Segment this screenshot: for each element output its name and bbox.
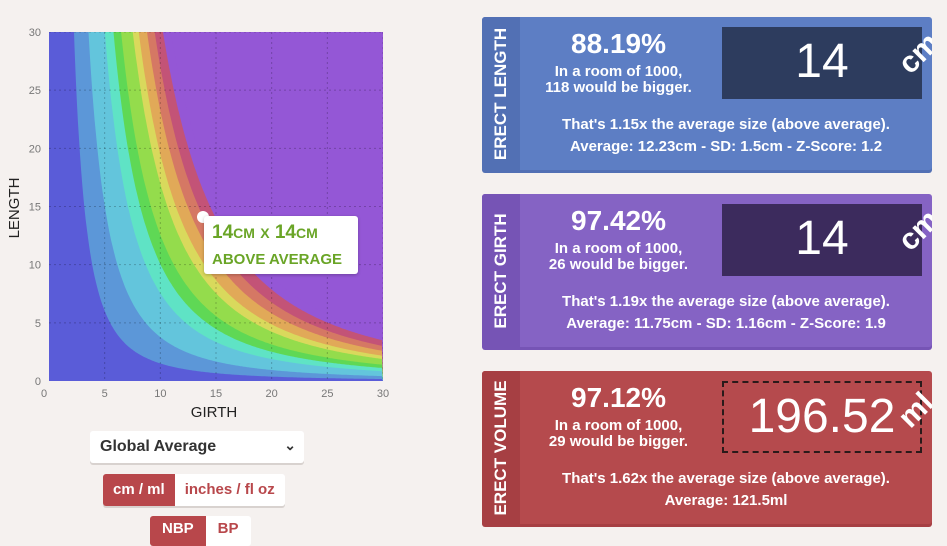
x-tick-label: 10 — [154, 388, 166, 400]
girth-card: ERECT GIRTH 97.42% In a room of 1000, 26 … — [482, 194, 932, 347]
y-tick-label: 25 — [29, 85, 41, 97]
y-tick-label: 30 — [29, 27, 41, 39]
tooltip-dimensions: 14CM X 14CM — [212, 222, 318, 243]
x-tick-label: 15 — [210, 388, 222, 400]
population-select-value: Global Average — [100, 438, 217, 455]
y-tick-label: 5 — [35, 318, 41, 330]
percentile: 97.12% — [571, 382, 666, 413]
x-tick-label: 0 — [41, 388, 47, 400]
card-title: ERECT VOLUME — [491, 379, 510, 516]
mode-bp-button[interactable]: BP — [205, 516, 251, 546]
card-title: ERECT LENGTH — [491, 27, 510, 160]
volume-band — [49, 32, 383, 381]
value-box: 196.52 — [722, 381, 922, 453]
card-title: ERECT GIRTH — [491, 212, 510, 329]
population-select[interactable]: Global Average ⌄ — [90, 431, 304, 463]
room-text: In a room of 1000, 29 would be bigger. — [548, 417, 689, 450]
percentile: 97.42% — [571, 205, 666, 236]
card-description: That's 1.19x the average size (above ave… — [562, 293, 890, 332]
room-text: In a room of 1000, 26 would be bigger. — [548, 240, 689, 273]
value-box[interactable]: 14 — [722, 27, 922, 99]
mode-nbp-button[interactable]: NBP — [150, 516, 206, 546]
y-tick-label: 0 — [35, 376, 41, 388]
card-side: ERECT VOLUME — [482, 371, 520, 524]
unit-imperial-button[interactable]: inches / fl oz — [174, 474, 285, 506]
chevron-down-icon: ⌄ — [284, 437, 296, 453]
card-side: ERECT LENGTH — [482, 17, 520, 170]
percentile: 88.19% — [571, 28, 666, 59]
value: 196.52 — [748, 390, 896, 443]
unit-toggle: cm / ml inches / fl oz — [103, 474, 285, 506]
x-tick-label: 25 — [321, 388, 333, 400]
x-tick-label: 5 — [102, 388, 108, 400]
y-tick-label: 10 — [29, 260, 41, 272]
chart-svg[interactable]: 0 5 10 15 20 25 30 0 5 10 15 20 25 30 LENGTH GIRTH — [0, 0, 420, 430]
card-description: That's 1.15x the average size (above ave… — [562, 116, 890, 155]
length-card: ERECT LENGTH 88.19% In a room of 1000, 11… — [482, 17, 932, 170]
volume-band — [49, 32, 383, 381]
x-tick-label: 20 — [266, 388, 278, 400]
y-axis-label: LENGTH — [6, 178, 23, 239]
card-description: That's 1.62x the average size (above ave… — [562, 470, 890, 509]
y-tick-label: 15 — [29, 202, 41, 214]
value-box[interactable]: 14 — [722, 204, 922, 276]
x-axis-label: GIRTH — [191, 404, 237, 421]
size-chart[interactable]: 0 5 10 15 20 25 30 0 5 10 15 20 25 30 LENGTH GIRTH 14… — [0, 0, 420, 430]
unit-metric-button[interactable]: cm / ml — [103, 474, 175, 506]
y-tick-label: 20 — [29, 143, 41, 155]
x-tick-label: 30 — [377, 388, 389, 400]
volume-card: ERECT VOLUME 97.12% In a room of 1000, 29… — [482, 371, 932, 524]
room-text: In a room of 1000, 118 would be bigger. — [545, 63, 692, 96]
card-side: ERECT GIRTH — [482, 194, 520, 347]
value: 14 — [795, 212, 849, 265]
value: 14 — [795, 35, 849, 88]
tooltip-verdict: ABOVE AVERAGE — [212, 251, 343, 268]
chart-tooltip: 14CM X 14CM ABOVE AVERAGE — [204, 216, 358, 274]
mode-toggle: NBP BP — [150, 516, 251, 546]
